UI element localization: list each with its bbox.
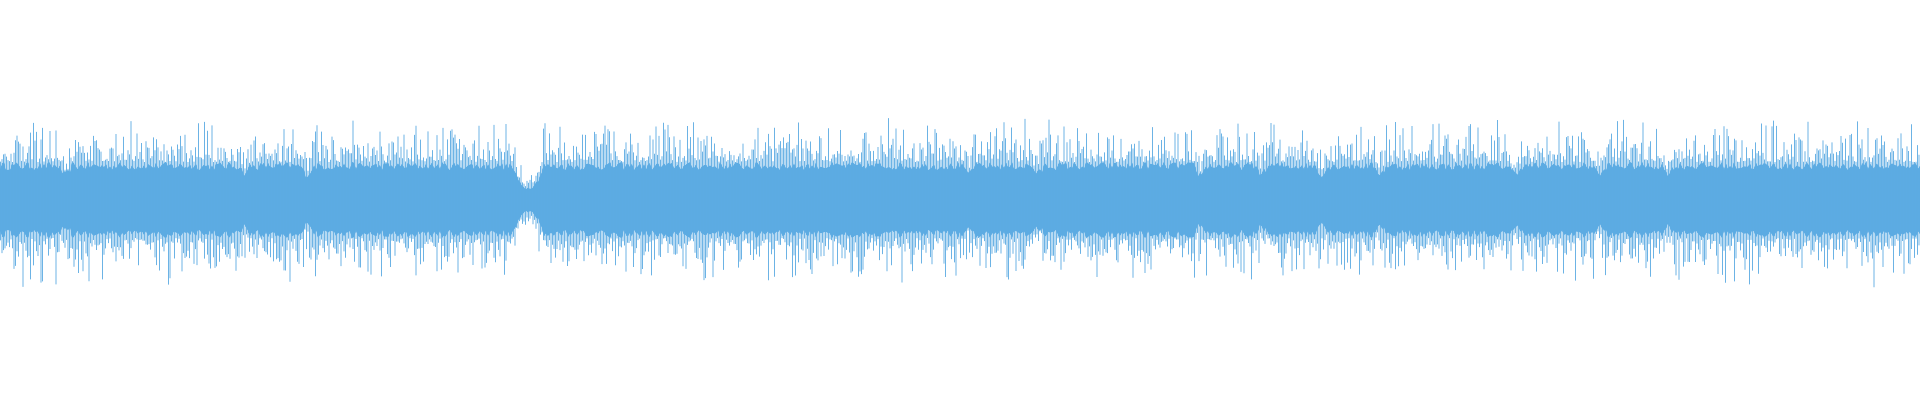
waveform-peaks bbox=[0, 118, 1920, 288]
waveform-core bbox=[0, 162, 1920, 238]
